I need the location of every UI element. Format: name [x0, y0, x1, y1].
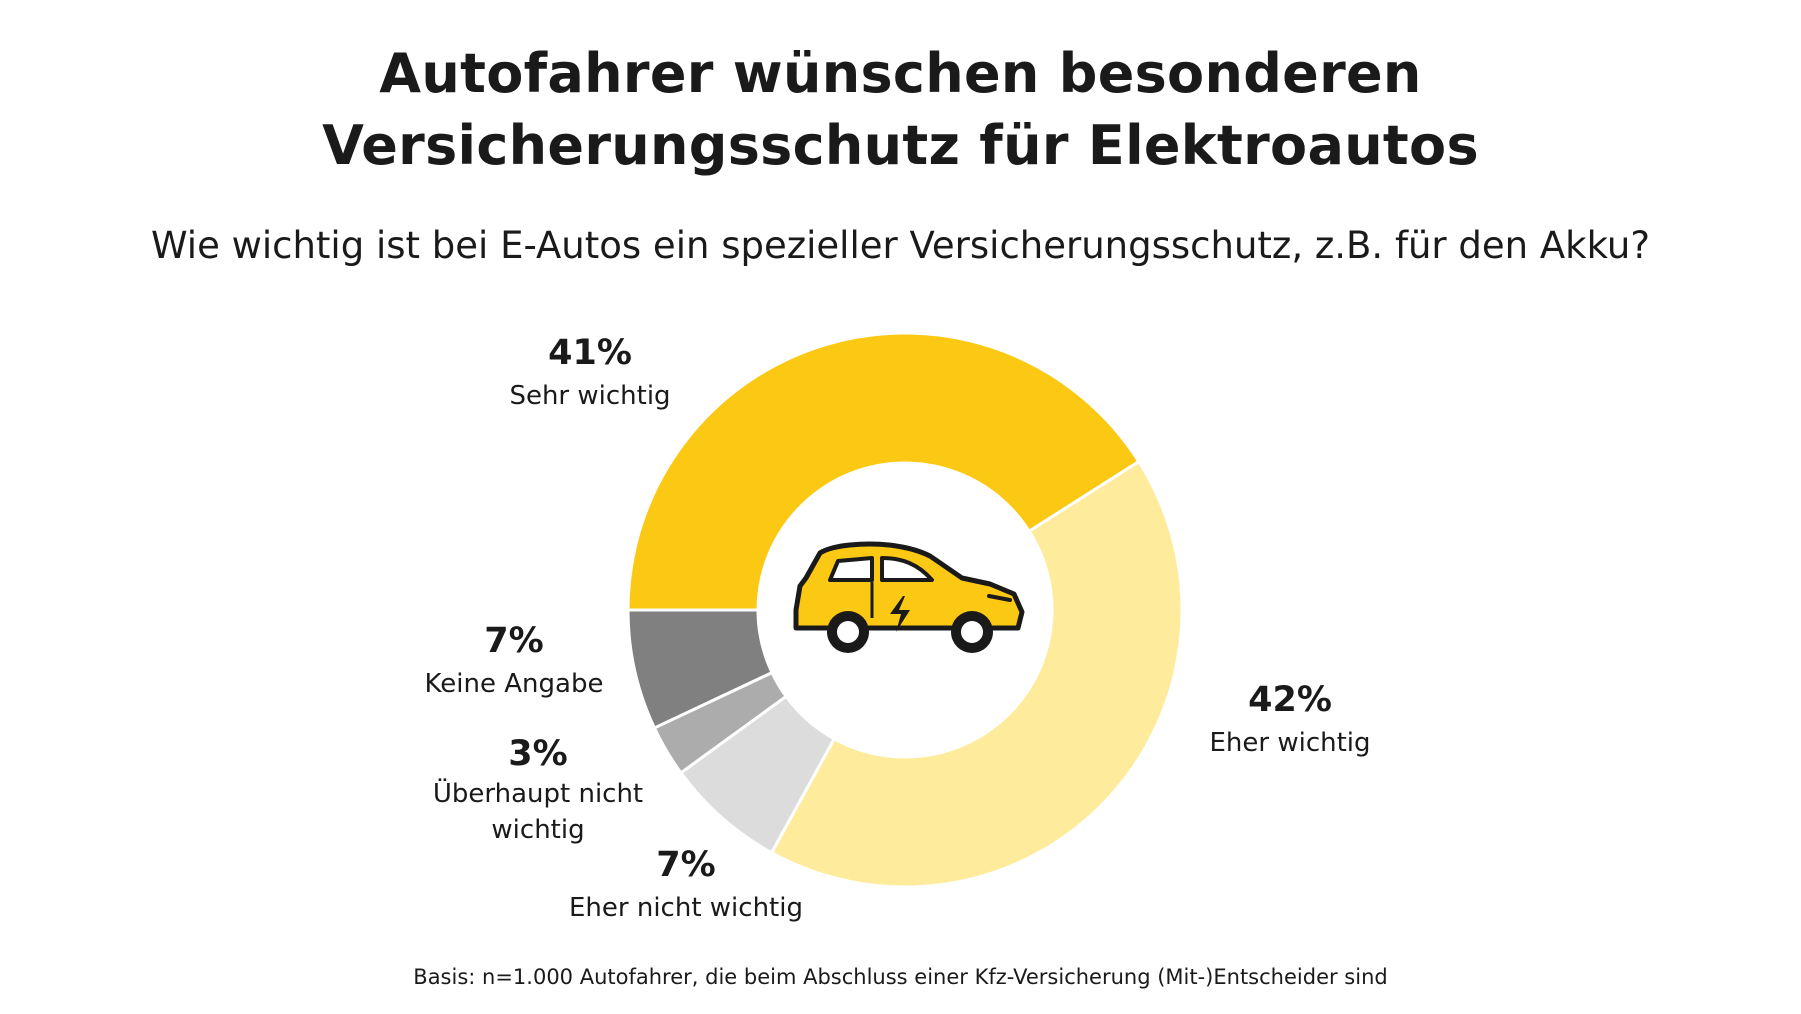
chart-title-line-1: Autofahrer wünschen besonderen: [379, 42, 1422, 105]
category-eher-nicht-wichtig: Eher nicht wichtig: [569, 893, 803, 923]
category-ueberhaupt-nicht-wichtig-line-2: wichtig: [491, 815, 584, 845]
chart-subtitle: Wie wichtig ist bei E-Autos ein speziell…: [151, 224, 1650, 267]
label-keine-angabe: 7% Keine Angabe: [425, 621, 604, 699]
value-eher-nicht-wichtig: 7%: [656, 845, 715, 885]
value-eher-wichtig: 42%: [1248, 680, 1332, 720]
label-sehr-wichtig: 41% Sehr wichtig: [509, 333, 670, 411]
chart-title: Autofahrer wünschen besonderen Versicher…: [0, 38, 1801, 182]
category-sehr-wichtig: Sehr wichtig: [509, 381, 670, 411]
label-ueberhaupt-nicht-wichtig: 3% Überhaupt nicht wichtig: [433, 734, 643, 845]
value-ueberhaupt-nicht-wichtig: 3%: [508, 734, 567, 774]
donut-slices: [626, 331, 1184, 889]
category-eher-wichtig: Eher wichtig: [1209, 728, 1370, 758]
label-eher-nicht-wichtig: 7% Eher nicht wichtig: [569, 845, 803, 923]
slice-eher-wichtig: [770, 460, 1184, 889]
value-sehr-wichtig: 41%: [548, 333, 632, 373]
category-ueberhaupt-nicht-wichtig-line-1: Überhaupt nicht: [433, 777, 643, 809]
chart-title-line-2: Versicherungsschutz für Elektroautos: [322, 114, 1479, 177]
category-keine-angabe: Keine Angabe: [425, 669, 604, 699]
footnote: Basis: n=1.000 Autofahrer, die beim Absc…: [413, 965, 1388, 989]
slice-keine-angabe: [626, 608, 774, 730]
slice-sehr-wichtig: [626, 331, 1141, 612]
label-eher-wichtig: 42% Eher wichtig: [1209, 680, 1370, 758]
value-keine-angabe: 7%: [484, 621, 543, 661]
electric-car-icon: [793, 541, 1025, 653]
